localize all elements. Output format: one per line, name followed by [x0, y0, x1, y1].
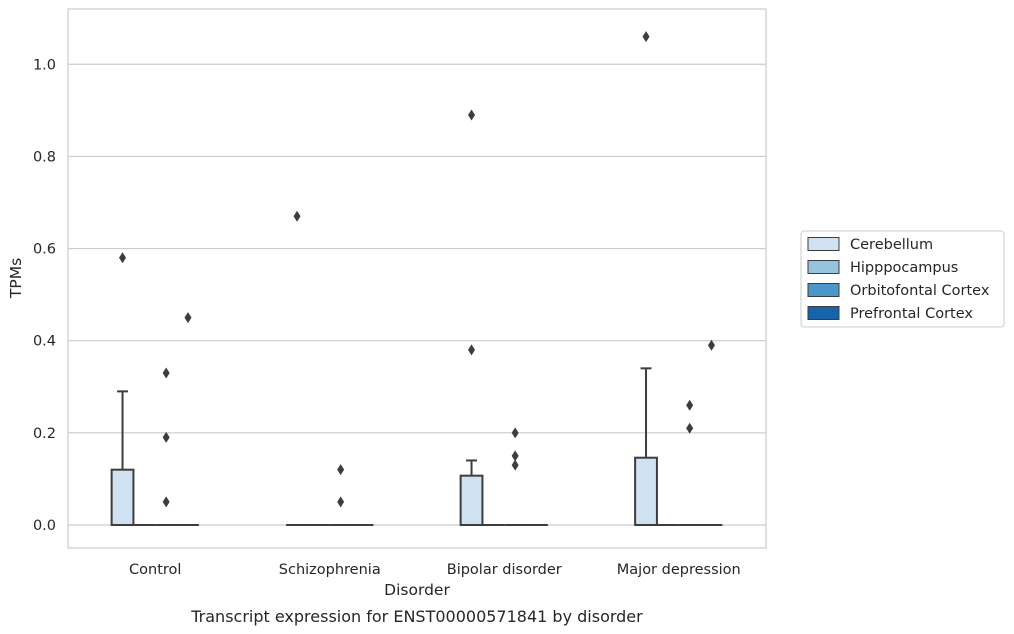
outlier-point [162, 496, 170, 508]
outlier-point [293, 210, 301, 222]
box-orbitofontal-cortex [504, 427, 527, 526]
outlier-point [511, 459, 519, 471]
box-prefrontal-cortex [177, 312, 199, 526]
legend-label: Orbitofontal Cortex [850, 283, 990, 299]
outlier-point [686, 422, 694, 434]
box-orbitofontal-cortex [678, 399, 701, 526]
legend-label: Hipppocampus [850, 260, 958, 276]
outlier-point [468, 344, 476, 356]
legend-label: Prefrontal Cortex [850, 306, 973, 322]
outlier-point [707, 339, 715, 351]
outlier-point [162, 367, 170, 379]
legend-swatch [807, 260, 840, 274]
y-tick-label: 1.0 [33, 57, 56, 73]
box-orbitofontal-cortex [329, 464, 352, 526]
legend-swatch [807, 237, 840, 251]
box-body [459, 474, 484, 526]
x-axis-ticks: Control Schizophrenia Bipolar disorder Majo… [129, 562, 741, 578]
x-tick-label: Control [129, 562, 181, 578]
y-tick-label: 0.2 [33, 426, 56, 442]
box-body [634, 456, 658, 526]
box-plot-marks [110, 31, 723, 526]
outlier-point [119, 252, 127, 264]
legend: Cerebellum Hipppocampus Orbitofontal Corte… [800, 230, 1005, 328]
box-cerebellum [110, 252, 135, 526]
outlier-point [337, 464, 345, 476]
plot-area-frame [67, 8, 767, 549]
y-tick-label: 0.6 [33, 242, 56, 258]
x-tick-label: Schizophrenia [279, 562, 381, 578]
chart-caption: Transcript expression for ENST0000057184… [190, 607, 643, 626]
outlier-point [642, 31, 650, 43]
outlier-point [686, 399, 694, 411]
legend-label: Cerebellum [850, 237, 933, 253]
x-axis-label: Disorder [384, 581, 450, 599]
y-axis-ticks: 0.0 0.2 0.4 0.6 0.8 1.0 [33, 57, 56, 534]
x-tick-label: Major depression [617, 562, 741, 578]
box-body [110, 468, 135, 526]
outlier-point [511, 427, 519, 439]
legend-swatch [807, 306, 840, 320]
outlier-point [337, 496, 345, 508]
outlier-point [468, 109, 476, 121]
box-cerebellum [634, 31, 658, 526]
legend-frame [800, 230, 1005, 328]
x-tick-label: Bipolar disorder [447, 562, 562, 578]
y-tick-label: 0.0 [33, 518, 56, 534]
outlier-point [162, 431, 170, 443]
box-orbitofontal-cortex [155, 367, 178, 526]
outlier-point [511, 450, 519, 462]
legend-swatch [807, 283, 840, 297]
y-axis-label: TPMs [7, 258, 25, 299]
grid-lines [68, 63, 766, 526]
box-cerebellum [286, 210, 308, 526]
outlier-point [184, 312, 192, 324]
box-cerebellum [459, 109, 484, 526]
y-tick-label: 0.8 [33, 149, 56, 165]
box-prefrontal-cortex [700, 339, 723, 526]
y-tick-label: 0.4 [33, 334, 56, 350]
